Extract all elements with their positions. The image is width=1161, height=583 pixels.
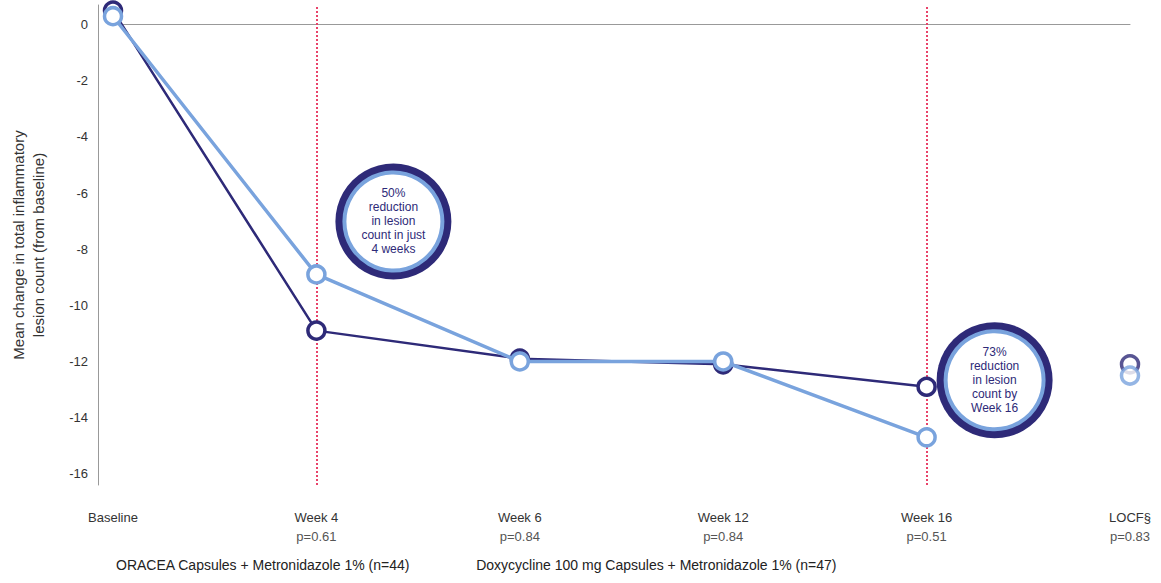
svg-text:in lesion: in lesion [371,214,415,228]
svg-text:p=0.51: p=0.51 [907,529,947,544]
svg-text:in lesion: in lesion [973,373,1017,387]
svg-text:-12: -12 [69,354,88,369]
svg-text:lesion count (from baseline): lesion count (from baseline) [30,153,47,337]
svg-text:-2: -2 [76,73,88,88]
svg-text:4 weeks: 4 weeks [371,242,415,256]
svg-text:ORACEA Capsules + Metronidazol: ORACEA Capsules + Metronidazole 1% (n=44… [116,557,409,573]
svg-text:-14: -14 [69,410,88,425]
svg-text:Baseline: Baseline [88,510,138,525]
svg-text:73%: 73% [983,345,1007,359]
svg-text:reduction: reduction [970,359,1019,373]
svg-text:Week 4: Week 4 [294,510,338,525]
svg-text:0: 0 [81,17,88,32]
svg-text:reduction: reduction [369,200,418,214]
svg-text:-10: -10 [69,298,88,313]
svg-text:Week 16: Week 16 [901,510,952,525]
svg-text:count in just: count in just [361,228,426,242]
svg-text:p=0.61: p=0.61 [296,529,336,544]
svg-text:Week 16: Week 16 [971,401,1018,415]
svg-text:p=0.84: p=0.84 [703,529,743,544]
svg-text:50%: 50% [381,186,405,200]
svg-text:p=0.83: p=0.83 [1110,529,1150,544]
svg-text:LOCF§: LOCF§ [1109,510,1151,525]
svg-text:-8: -8 [76,242,88,257]
svg-text:-16: -16 [69,466,88,481]
svg-text:-4: -4 [76,129,88,144]
svg-text:Week 6: Week 6 [498,510,542,525]
svg-text:Doxycycline 100 mg Capsules +: Doxycycline 100 mg Capsules + Metronidaz… [476,557,836,573]
svg-text:Week 12: Week 12 [698,510,749,525]
svg-text:Mean change in total inflammat: Mean change in total inflammatory [10,130,27,360]
svg-text:count by: count by [972,387,1017,401]
svg-text:-6: -6 [76,186,88,201]
svg-text:p=0.84: p=0.84 [500,529,540,544]
